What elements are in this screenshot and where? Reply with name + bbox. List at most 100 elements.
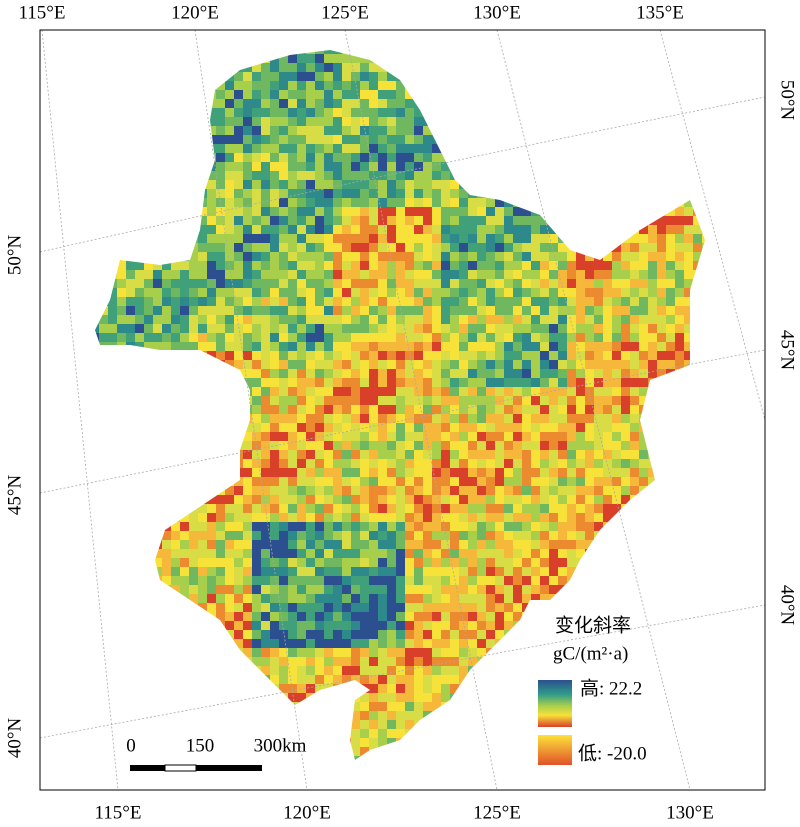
raster-cell [99,180,108,189]
raster-cell [126,657,135,666]
raster-cell [198,612,207,621]
raster-cell [576,90,585,99]
raster-cell [198,270,207,279]
raster-cell [549,189,558,198]
raster-cell [387,441,396,450]
raster-cell [117,297,126,306]
raster-cell [108,297,117,306]
raster-cell [297,234,306,243]
raster-cell [423,351,432,360]
raster-cell [693,252,702,261]
raster-cell [342,594,351,603]
raster-cell [405,50,414,54]
raster-cell [468,63,477,72]
raster-cell [243,657,252,666]
raster-cell [531,396,540,405]
raster-cell [279,234,288,243]
raster-cell [585,387,594,396]
raster-cell [378,531,387,540]
raster-cell [315,108,324,117]
raster-cell [585,50,594,54]
raster-cell [585,495,594,504]
raster-cell [684,99,693,108]
raster-cell [621,108,630,117]
raster-cell [693,279,702,288]
raster-cell [216,252,225,261]
raster-cell [180,315,189,324]
raster-cell [603,126,612,135]
raster-cell [531,459,540,468]
raster-cell [270,621,279,630]
raster-cell [666,495,675,504]
raster-cell [666,432,675,441]
raster-cell [486,351,495,360]
raster-cell [549,81,558,90]
raster-cell [95,54,99,63]
raster-cell [576,558,585,567]
raster-cell [189,360,198,369]
raster-cell [648,549,657,558]
raster-cell [126,198,135,207]
raster-cell [477,513,486,522]
raster-cell [684,189,693,198]
raster-cell [216,639,225,648]
raster-cell [558,558,567,567]
raster-cell [342,621,351,630]
raster-cell [198,423,207,432]
raster-cell [99,540,108,549]
raster-cell [342,531,351,540]
raster-cell [684,72,693,81]
raster-cell [621,369,630,378]
raster-cell [477,549,486,558]
raster-cell [216,666,225,675]
raster-cell [108,54,117,63]
raster-cell [162,171,171,180]
raster-cell [531,495,540,504]
raster-cell [234,351,243,360]
raster-cell [702,108,705,117]
raster-cell [306,54,315,63]
raster-cell [603,297,612,306]
raster-cell [351,666,360,675]
raster-cell [684,324,693,333]
raster-cell [95,630,99,639]
raster-cell [279,477,288,486]
raster-cell [486,81,495,90]
raster-cell [504,369,513,378]
raster-cell [162,63,171,72]
raster-cell [504,531,513,540]
raster-cell [243,468,252,477]
raster-cell [117,684,126,693]
raster-cell [288,414,297,423]
raster-cell [423,324,432,333]
raster-cell [594,216,603,225]
raster-cell [396,360,405,369]
raster-cell [95,594,99,603]
raster-cell [468,72,477,81]
raster-cell [252,468,261,477]
raster-cell [558,531,567,540]
raster-cell [369,549,378,558]
raster-cell [126,90,135,99]
raster-cell [243,288,252,297]
raster-cell [261,639,270,648]
raster-cell [450,369,459,378]
raster-cell [558,513,567,522]
raster-cell [423,450,432,459]
raster-cell [126,495,135,504]
raster-cell [117,468,126,477]
raster-cell [360,531,369,540]
raster-cell [387,108,396,117]
raster-cell [675,306,684,315]
raster-cell [162,405,171,414]
raster-cell [117,423,126,432]
raster-cell [468,684,477,693]
raster-cell [342,468,351,477]
raster-cell [477,189,486,198]
raster-cell [594,576,603,585]
raster-cell [630,189,639,198]
raster-cell [189,54,198,63]
raster-cell [306,378,315,387]
raster-cell [621,378,630,387]
raster-cell [297,171,306,180]
